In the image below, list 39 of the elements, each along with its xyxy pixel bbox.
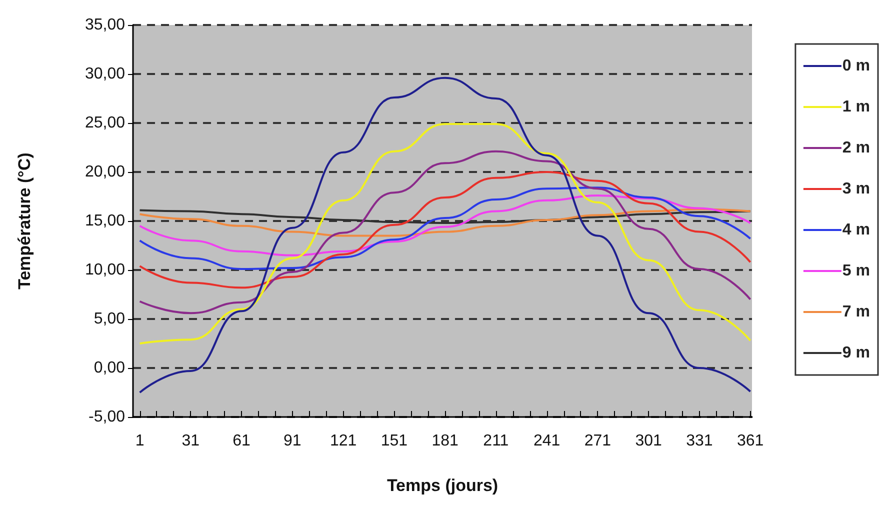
x-tick-label: 31 — [182, 432, 200, 450]
legend-label: 3 m — [842, 180, 870, 198]
line-series — [138, 186, 752, 270]
x-tick-label: 1 — [135, 432, 144, 450]
legend-label: 9 m — [842, 344, 870, 362]
legend-label: 7 m — [842, 304, 870, 320]
y-tick-label: 0,00 — [94, 360, 126, 376]
y-tick-label: 35,00 — [84, 16, 126, 34]
y-tick-label: 25,00 — [84, 114, 126, 132]
x-tick-label: 181 — [432, 432, 458, 450]
legend-label: 0 m — [842, 58, 870, 74]
x-tick-label: 331 — [686, 432, 713, 450]
line-series — [138, 122, 752, 344]
legend-label: 2 m — [842, 140, 870, 156]
y-tick-label: 5,00 — [94, 310, 126, 328]
x-tick-label: 301 — [635, 432, 662, 450]
x-tick-label: 91 — [284, 432, 302, 450]
y-tick-label: 15,00 — [84, 212, 126, 230]
y-axis-title: Température (°C) — [15, 152, 34, 290]
x-tick-label: 61 — [232, 432, 251, 450]
y-tick-label: 20,00 — [84, 164, 126, 180]
line-series — [138, 150, 752, 314]
x-tick-label: 271 — [584, 432, 612, 450]
x-tick-label: 121 — [330, 432, 357, 450]
x-tick-label: 361 — [736, 432, 764, 450]
x-axis-title: Temps (jours) — [386, 476, 498, 495]
line-series — [138, 208, 752, 237]
y-tick-label: 30,00 — [84, 66, 126, 82]
legend-label: 4 m — [842, 222, 870, 238]
x-tick-label: 211 — [483, 432, 509, 450]
x-tick-label: 151 — [380, 432, 408, 450]
y-tick-label: -5,00 — [88, 408, 126, 426]
line-series — [138, 76, 752, 394]
legend-label: 1 m — [842, 98, 870, 116]
y-tick-label: 10,00 — [84, 262, 126, 278]
x-tick-label: 241 — [533, 432, 560, 450]
line-series — [138, 171, 752, 289]
line-series — [138, 194, 752, 256]
legend-label: 5 m — [842, 262, 870, 280]
